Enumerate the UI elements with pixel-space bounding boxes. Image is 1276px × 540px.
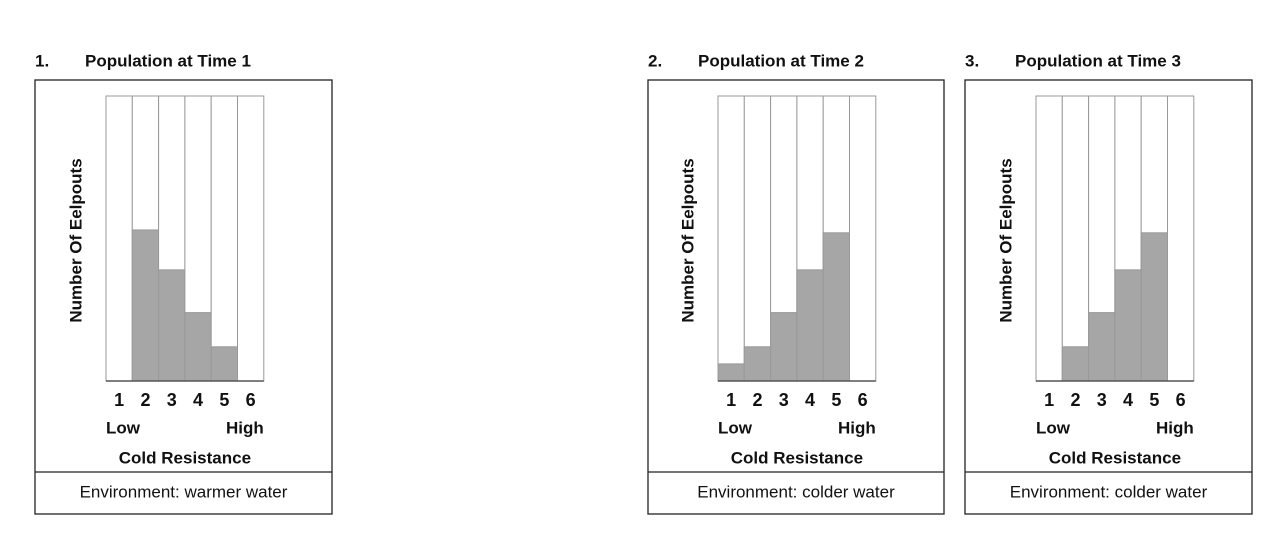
bar bbox=[1114, 269, 1142, 382]
y-axis-label: Number Of Eelpouts bbox=[66, 158, 85, 322]
x-axis-label: Cold Resistance bbox=[1049, 448, 1181, 467]
x-tick-label: 4 bbox=[193, 390, 203, 410]
panel-title: Population at Time 3 bbox=[1015, 51, 1181, 70]
x-tick-label: 5 bbox=[1149, 390, 1159, 410]
column-cell bbox=[743, 95, 772, 382]
panel-number: 1. bbox=[35, 51, 49, 70]
bar bbox=[158, 269, 186, 382]
x-tick-label: 6 bbox=[1176, 390, 1186, 410]
x-high-label: High bbox=[838, 418, 876, 437]
x-tick-label: 5 bbox=[219, 390, 229, 410]
bar bbox=[822, 232, 851, 382]
environment-label: Environment: warmer water bbox=[80, 482, 288, 501]
y-axis-label: Number Of Eelpouts bbox=[678, 158, 697, 322]
panel-box bbox=[964, 79, 1253, 515]
bar bbox=[743, 346, 772, 382]
y-axis-label: Number Of Eelpouts bbox=[996, 158, 1015, 322]
column-cell bbox=[210, 95, 238, 382]
x-tick-label: 3 bbox=[167, 390, 177, 410]
environment-label: Environment: colder water bbox=[1010, 482, 1208, 501]
x-tick-label: 5 bbox=[831, 390, 841, 410]
panel-title: Population at Time 1 bbox=[85, 51, 251, 70]
x-tick-label: 4 bbox=[805, 390, 815, 410]
x-low-label: Low bbox=[718, 418, 753, 437]
x-low-label: Low bbox=[1036, 418, 1071, 437]
column-cell bbox=[849, 95, 877, 382]
x-high-label: High bbox=[226, 418, 264, 437]
environment-label: Environment: colder water bbox=[697, 482, 895, 501]
bar bbox=[184, 312, 212, 382]
bar bbox=[210, 346, 238, 382]
x-tick-label: 3 bbox=[1097, 390, 1107, 410]
x-tick-label: 2 bbox=[1070, 390, 1080, 410]
x-low-label: Low bbox=[106, 418, 141, 437]
column-cell bbox=[717, 95, 745, 382]
x-tick-label: 6 bbox=[858, 390, 868, 410]
x-axis-label: Cold Resistance bbox=[119, 448, 251, 467]
column-cell bbox=[237, 95, 265, 382]
x-tick-label: 1 bbox=[1044, 390, 1054, 410]
x-tick-label: 1 bbox=[114, 390, 124, 410]
bar bbox=[796, 269, 824, 382]
column-cell bbox=[1061, 95, 1090, 382]
x-tick-label: 3 bbox=[779, 390, 789, 410]
bar bbox=[1061, 346, 1090, 382]
panel-number: 3. bbox=[965, 51, 979, 70]
bar bbox=[131, 229, 160, 382]
bar bbox=[770, 312, 798, 382]
x-tick-label: 6 bbox=[246, 390, 256, 410]
x-high-label: High bbox=[1156, 418, 1194, 437]
column-cell bbox=[1035, 95, 1063, 382]
panel-box bbox=[34, 79, 333, 515]
bar bbox=[1140, 232, 1168, 382]
panel-number: 2. bbox=[648, 51, 662, 70]
x-tick-label: 1 bbox=[726, 390, 736, 410]
column-cell bbox=[105, 95, 133, 382]
x-tick-label: 2 bbox=[752, 390, 762, 410]
panel-box bbox=[647, 79, 945, 515]
panel-title: Population at Time 2 bbox=[698, 51, 864, 70]
bar bbox=[1088, 312, 1116, 382]
x-tick-label: 2 bbox=[140, 390, 150, 410]
column-cell bbox=[1167, 95, 1195, 382]
x-tick-label: 4 bbox=[1123, 390, 1133, 410]
x-axis-label: Cold Resistance bbox=[731, 448, 863, 467]
bar bbox=[717, 363, 745, 382]
